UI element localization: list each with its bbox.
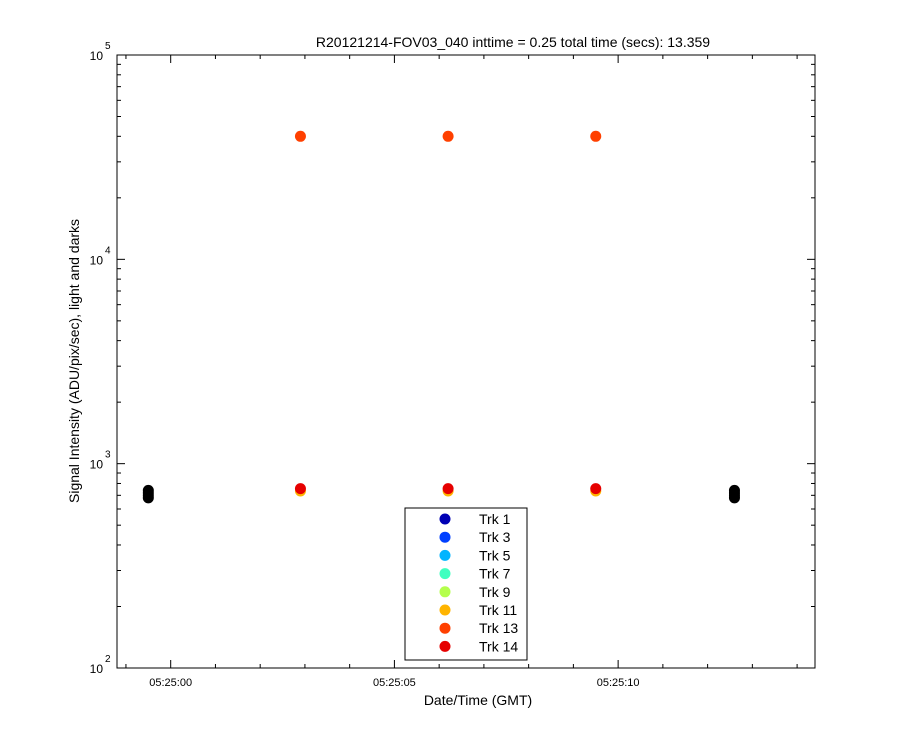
legend-label: Trk 3 [479,529,511,545]
legend: Trk 1 Trk 3 Trk 5 Trk 7 Trk 9 Trk 11 Trk 13 Trk… [404,507,528,661]
x-axis-label: Date/Time (GMT) [424,692,532,708]
point-trk-13 [294,130,306,142]
legend-label: Trk 1 [479,511,511,527]
y-tick-exponent: 5 [105,41,111,52]
x-tick-label: 05:25:05 [373,677,416,689]
legend-label: Trk 9 [479,584,511,600]
legend-box [404,507,528,661]
legend-label: Trk 13 [479,620,518,636]
point-trk-14 [294,483,306,495]
dark-point [142,484,154,496]
point-trk-14 [590,483,602,495]
legend-marker [439,640,451,652]
dark-point [728,484,740,496]
legend-marker [439,586,451,598]
y-tick-label: 10 [90,253,104,267]
legend-label: Trk 5 [479,547,511,563]
legend-label: Trk 7 [479,566,511,582]
y-tick-exponent: 4 [105,245,111,256]
legend-marker [439,622,451,634]
legend-label: Trk 14 [479,638,518,654]
y-tick-label: 10 [90,458,104,472]
x-axis: 05:25:00 05:25:05 05:25:10 [125,55,798,689]
y-tick-exponent: 3 [105,450,111,461]
legend-marker [439,531,451,543]
legend-marker [439,568,451,580]
y-tick-label: 10 [90,49,104,63]
y-tick-label: 10 [90,662,104,676]
legend-label: Trk 11 [479,602,517,618]
point-trk-14 [442,483,454,495]
legend-marker [439,604,451,616]
x-tick-label: 05:25:10 [597,677,640,689]
legend-marker [439,513,451,525]
legend-marker [439,549,451,561]
point-trk-13 [442,130,454,142]
y-axis-label: Signal Intensity (ADU/pix/sec), light an… [66,219,82,503]
data-points [142,130,740,504]
x-tick-label: 05:25:00 [149,677,192,689]
chart-title: R20121214-FOV03_040 inttime = 0.25 total… [316,34,710,50]
point-trk-13 [590,130,602,142]
y-tick-exponent: 2 [105,654,111,665]
